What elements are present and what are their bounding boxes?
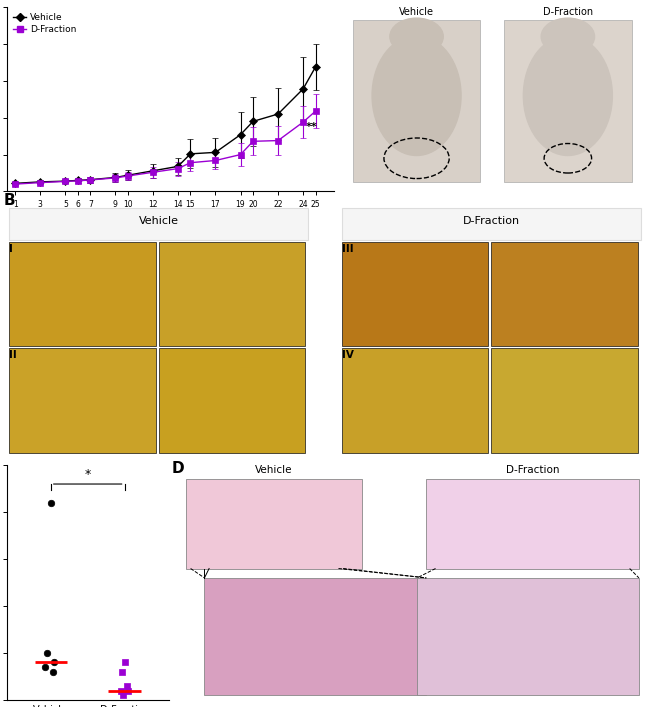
Text: *: * (84, 468, 91, 481)
Text: Vehicle: Vehicle (138, 216, 179, 226)
Point (48, 666, 58, 677)
Point (117, 666, 127, 677)
Point (122, 680, 132, 691)
FancyBboxPatch shape (205, 578, 426, 695)
Text: D-Fraction: D-Fraction (543, 7, 593, 18)
Ellipse shape (390, 18, 443, 55)
Point (46, 497, 56, 508)
FancyBboxPatch shape (159, 242, 306, 346)
Text: III: III (341, 244, 353, 254)
Point (40, 662, 50, 673)
FancyBboxPatch shape (9, 349, 155, 452)
FancyBboxPatch shape (341, 242, 488, 346)
Legend: Vehicle, D-Fraction: Vehicle, D-Fraction (11, 11, 78, 36)
Text: D: D (172, 460, 185, 476)
FancyBboxPatch shape (159, 349, 306, 452)
Text: I: I (9, 244, 13, 254)
Text: Vehicle: Vehicle (255, 465, 292, 476)
FancyBboxPatch shape (341, 208, 641, 240)
Point (116, 685, 126, 696)
Ellipse shape (541, 18, 595, 55)
Point (49, 657, 60, 668)
Text: D-Fraction: D-Fraction (506, 465, 560, 476)
Point (123, 685, 133, 696)
Ellipse shape (523, 35, 612, 156)
Text: B: B (3, 192, 15, 208)
Point (120, 657, 130, 668)
Text: Vehicle: Vehicle (399, 7, 434, 18)
Text: **: ** (306, 122, 317, 132)
FancyBboxPatch shape (417, 578, 639, 695)
Text: II: II (9, 350, 17, 360)
Ellipse shape (372, 35, 461, 156)
FancyBboxPatch shape (353, 20, 480, 182)
FancyBboxPatch shape (186, 479, 361, 568)
FancyBboxPatch shape (9, 208, 309, 240)
FancyBboxPatch shape (9, 242, 155, 346)
FancyBboxPatch shape (491, 242, 638, 346)
Text: D-Fraction: D-Fraction (463, 216, 520, 226)
Point (42, 648, 52, 659)
FancyBboxPatch shape (341, 349, 488, 452)
FancyBboxPatch shape (426, 479, 639, 568)
X-axis label: Number of doses: Number of doses (126, 212, 215, 222)
FancyBboxPatch shape (504, 20, 632, 182)
Point (118, 689, 128, 701)
Text: IV: IV (341, 350, 354, 360)
FancyBboxPatch shape (491, 349, 638, 452)
